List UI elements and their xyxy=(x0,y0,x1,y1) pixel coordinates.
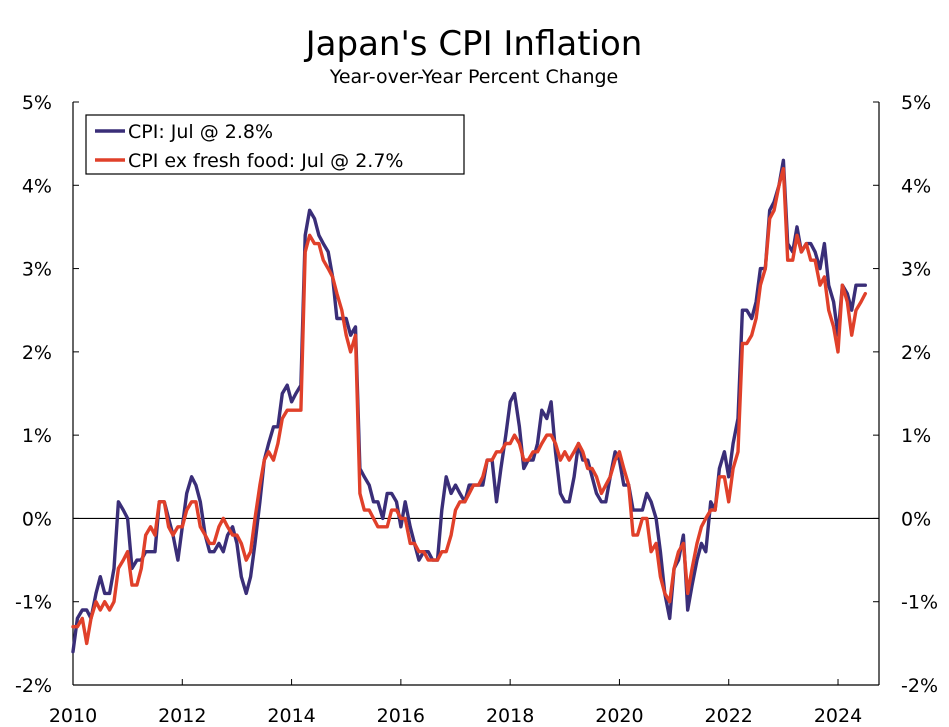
x-tick-label: 2020 xyxy=(595,705,643,727)
y-tick-label-right: 1% xyxy=(901,425,931,447)
legend-label-cpi-ex-fresh-food: CPI ex fresh food: Jul @ 2.7% xyxy=(128,150,403,172)
x-tick-label: 2012 xyxy=(158,705,206,727)
y-tick-label-left: 5% xyxy=(22,92,52,114)
chart-subtitle: Year-over-Year Percent Change xyxy=(329,66,619,88)
x-tick-label: 2014 xyxy=(267,705,315,727)
y-tick-label-left: 0% xyxy=(22,508,52,530)
cpi-ex-fresh-food-line xyxy=(71,166,867,646)
y-tick-label-right: 0% xyxy=(901,508,931,530)
x-tick-label: 2016 xyxy=(377,705,425,727)
y-tick-label-left: 1% xyxy=(22,425,52,447)
legend-label-cpi: CPI: Jul @ 2.8% xyxy=(128,121,273,143)
y-tick-label-right: -2% xyxy=(901,675,938,697)
x-tick-label: 2024 xyxy=(814,705,862,727)
y-tick-label-left: 2% xyxy=(22,342,52,364)
y-tick-label-left: 4% xyxy=(22,175,52,197)
cpi-line xyxy=(71,158,867,654)
y-tick-label-left: -1% xyxy=(15,592,52,614)
series-lines xyxy=(71,158,867,654)
y-tick-label-right: 4% xyxy=(901,175,931,197)
y-tick-label-right: 5% xyxy=(901,92,931,114)
y-tick-label-right: 2% xyxy=(901,342,931,364)
x-tick-label: 2010 xyxy=(49,705,97,727)
legend: CPI: Jul @ 2.8% CPI ex fresh food: Jul @… xyxy=(85,114,465,175)
tick-labels: -2% -2% -1% -1% 0% 0% 1% 1% 2% 2% 3% 3% 4% 4% 5% 5% 2010… xyxy=(15,92,938,727)
y-tick-label-right: -1% xyxy=(901,592,938,614)
y-tick-label-left: 3% xyxy=(22,259,52,281)
legend-box xyxy=(85,114,465,175)
y-tick-label-right: 3% xyxy=(901,259,931,281)
chart-title: Japan's CPI Inflation xyxy=(304,24,643,64)
axes xyxy=(72,101,880,686)
x-tick-label: 2018 xyxy=(486,705,534,727)
x-tick-label: 2022 xyxy=(705,705,753,727)
y-tick-label-left: -2% xyxy=(15,675,52,697)
